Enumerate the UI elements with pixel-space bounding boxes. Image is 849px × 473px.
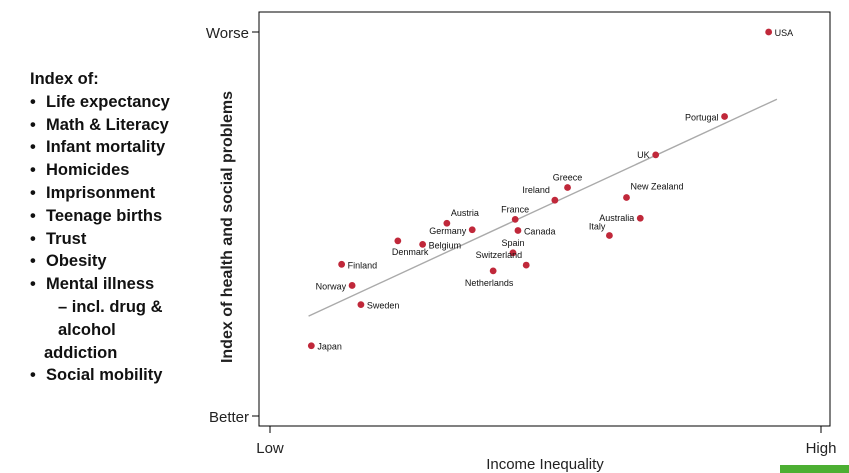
point-greece [564, 184, 571, 191]
point-australia [636, 214, 644, 222]
point-label-italy: Italy [589, 222, 606, 232]
index-item: Infant mortality [30, 136, 220, 159]
point-new-zealand [623, 194, 630, 201]
index-item: Homicides [30, 159, 220, 182]
point-switzerland [522, 261, 530, 269]
points-layer: USA Portugal UK Greece New Zealand Ireland Fra… [307, 28, 794, 352]
point-canada [514, 227, 522, 234]
point-germany [468, 226, 476, 234]
x-tick-label-high: High [806, 440, 837, 457]
index-item: Trust [30, 228, 220, 251]
point-label-finland: Finland [348, 260, 378, 270]
point-usa [765, 28, 773, 36]
point-label-france: France [501, 204, 529, 214]
point-label-japan: Japan [317, 342, 342, 352]
trend-line [308, 98, 778, 317]
index-item: Mental illness [30, 273, 220, 296]
point-label-austria: Austria [451, 208, 479, 218]
point-label-greece: Greece [553, 173, 583, 183]
y-axis-label: Index of health and social problems [219, 91, 236, 363]
index-item: Math & Literacy [30, 114, 220, 137]
point-label-belgium: Belgium [429, 240, 462, 250]
point-austria [443, 219, 451, 227]
point-japan [307, 342, 315, 350]
point-denmark [394, 237, 402, 245]
point-spain [509, 249, 517, 257]
index-panel: Index of: Life expectancyMath & Literacy… [30, 68, 220, 387]
index-item: Teenage births [30, 205, 220, 228]
plot-frame [258, 11, 831, 427]
point-label-spain: Spain [501, 238, 524, 248]
point-label-new-zealand: New Zealand [630, 182, 683, 192]
index-item: addiction [44, 343, 118, 362]
point-uk [652, 151, 660, 159]
progress-indicator [780, 465, 849, 473]
index-item: Obesity [30, 250, 220, 273]
index-item: alcohol [58, 320, 116, 339]
point-label-portugal: Portugal [685, 112, 719, 122]
point-label-uk: UK [637, 150, 650, 160]
point-label-germany: Germany [429, 226, 467, 236]
y-tick-label-worse: Worse [206, 25, 249, 42]
index-item: Imprisonment [30, 182, 220, 205]
point-sweden [357, 301, 365, 309]
point-belgium [419, 240, 427, 248]
point-label-switzerland: Switzerland [476, 250, 523, 260]
point-france [511, 215, 519, 223]
point-label-ireland: Ireland [522, 185, 550, 195]
point-ireland [551, 196, 559, 204]
point-netherlands [489, 267, 497, 275]
point-label-netherlands: Netherlands [465, 278, 514, 288]
point-portugal [721, 113, 728, 120]
point-italy [606, 232, 613, 239]
x-tick-label-low: Low [256, 440, 284, 457]
point-label-norway: Norway [316, 281, 347, 291]
index-item: Social mobility [30, 364, 220, 387]
point-label-sweden: Sweden [367, 301, 400, 311]
point-label-usa: USA [775, 28, 794, 38]
point-label-canada: Canada [524, 227, 556, 237]
point-label-denmark: Denmark [392, 247, 429, 257]
index-item: Life expectancy [30, 91, 220, 114]
y-tick-label-better: Better [209, 409, 249, 426]
x-axis-label: Income Inequality [486, 456, 604, 473]
index-title: Index of: [30, 70, 99, 88]
point-norway [348, 282, 356, 289]
index-list: Life expectancyMath & LiteracyInfant mor… [30, 91, 220, 387]
point-label-australia: Australia [599, 213, 634, 223]
point-finland [338, 260, 346, 268]
index-item: – incl. drug & [58, 297, 163, 316]
